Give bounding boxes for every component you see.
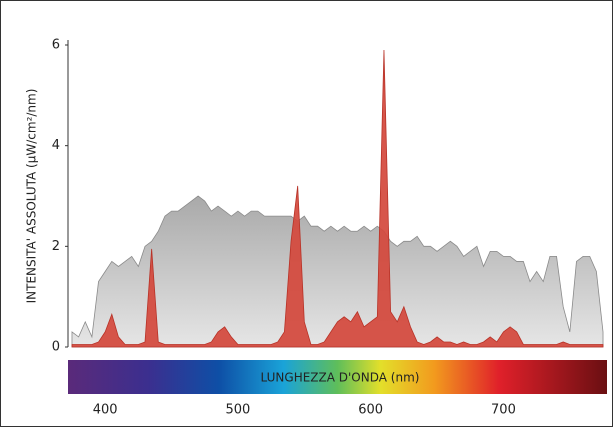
area bbox=[71, 195, 604, 348]
y-tick-label: 2 bbox=[52, 239, 60, 254]
y-tick-label: 0 bbox=[52, 340, 60, 355]
area bbox=[71, 50, 604, 348]
x-axis-label: LUNGHEZZA D'ONDA (nm) bbox=[261, 371, 420, 385]
spectrum-bar bbox=[68, 360, 607, 394]
y-axis-label: INTENSITA' ASSOLUTA (µW/cm²/nm) bbox=[25, 89, 39, 304]
plot-area bbox=[67, 40, 604, 348]
y-tick-label: 4 bbox=[52, 138, 60, 153]
y-tick-label: 6 bbox=[52, 38, 60, 53]
x-tick-label: 700 bbox=[491, 403, 516, 418]
x-tick-label: 600 bbox=[358, 403, 383, 418]
x-tick-label: 500 bbox=[226, 403, 251, 418]
x-tick-label: 400 bbox=[93, 403, 118, 418]
